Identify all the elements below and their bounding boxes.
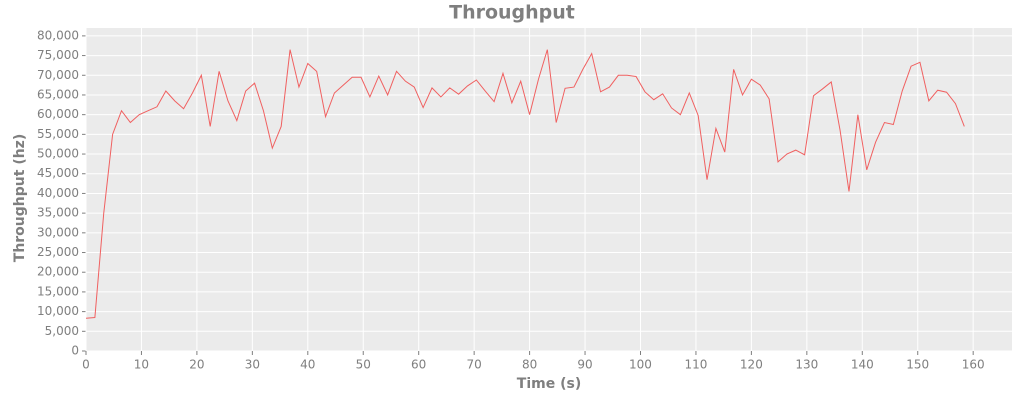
y-axis-label: Throughput (hz) [12, 134, 28, 262]
y-tick-label: 10,000 [37, 304, 79, 318]
y-tick-label: 50,000 [37, 147, 79, 161]
x-axis-label: Time (s) [517, 376, 581, 392]
x-tick-label: 100 [629, 358, 652, 372]
y-tick-label: 55,000 [37, 127, 79, 141]
plot-background [86, 28, 1012, 351]
y-tick-label: 20,000 [37, 265, 79, 279]
x-tick-label: 80 [522, 358, 537, 372]
y-tick-label: 0 [71, 344, 79, 358]
x-tick-label: 90 [577, 358, 592, 372]
x-tick-label: 20 [189, 358, 204, 372]
x-tick-label: 30 [245, 358, 260, 372]
y-tick-label: 25,000 [37, 245, 79, 259]
y-tick-label: 15,000 [37, 284, 79, 298]
x-tick-label: 70 [467, 358, 482, 372]
x-tick-label: 150 [906, 358, 929, 372]
y-tick-label: 65,000 [37, 87, 79, 101]
y-tick-label: 5,000 [45, 324, 79, 338]
line [85, 49, 965, 319]
y-tick-label: 80,000 [37, 28, 79, 42]
x-tick-label: 130 [795, 358, 818, 372]
x-tick-label: 10 [134, 358, 149, 372]
chart-title: Throughput [449, 2, 575, 24]
y-tick-label: 70,000 [37, 68, 79, 82]
y-tick-label: 45,000 [37, 166, 79, 180]
x-tick-label: 160 [962, 358, 985, 372]
y-tick-label: 35,000 [37, 206, 79, 220]
x-tick-label: 110 [684, 358, 707, 372]
y-tick-label: 30,000 [37, 225, 79, 239]
x-tick-label: 40 [300, 358, 315, 372]
x-tick-label: 50 [356, 358, 371, 372]
y-tick-label: 60,000 [37, 107, 79, 121]
x-tick-label: 120 [740, 358, 763, 372]
y-tick-label: 75,000 [37, 48, 79, 62]
x-tick-label: 60 [411, 358, 426, 372]
y-tick-label: 40,000 [37, 186, 79, 200]
x-tick-label: 0 [82, 358, 90, 372]
x-tick-label: 140 [851, 358, 874, 372]
